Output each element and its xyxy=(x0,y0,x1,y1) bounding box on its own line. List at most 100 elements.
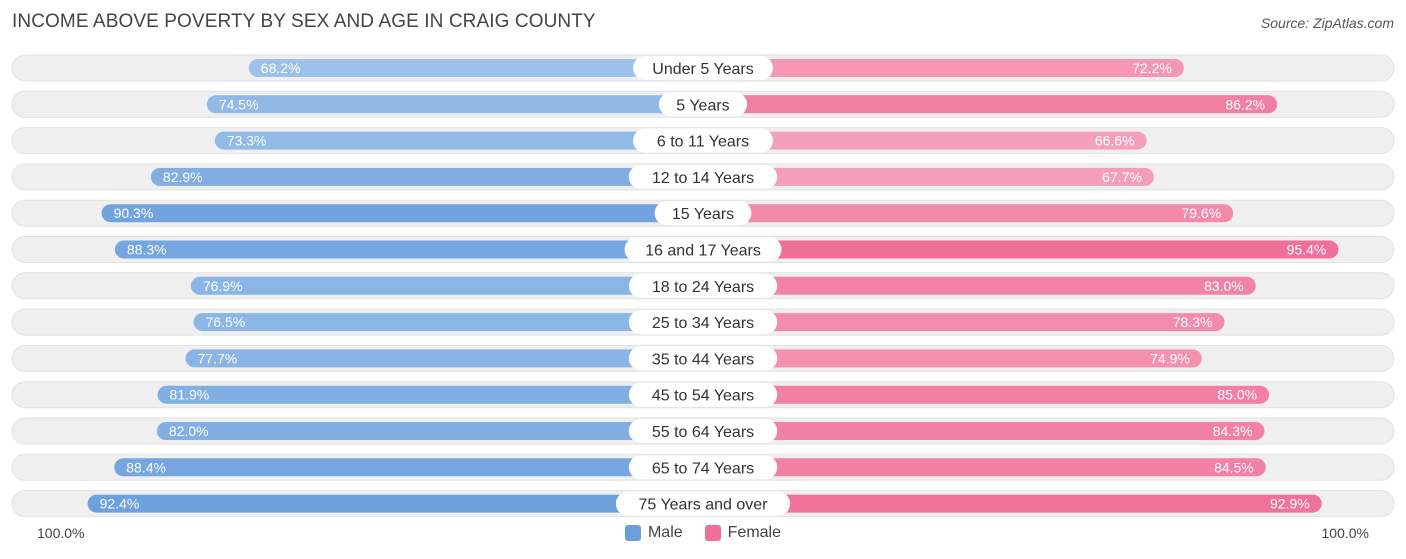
male-bar xyxy=(87,494,704,513)
legend: Male Female xyxy=(0,524,1406,542)
male-swatch xyxy=(624,525,641,541)
male-bar xyxy=(101,204,704,223)
female-value-label: 92.9% xyxy=(1270,496,1310,512)
category-label: 75 Years and over xyxy=(639,497,769,514)
bar-row: 76.9% 83.0% 18 to 24 Years xyxy=(11,272,1395,300)
female-value-label: 84.3% xyxy=(1213,423,1253,439)
male-value-label: 81.9% xyxy=(170,387,210,403)
category-pill xyxy=(624,237,782,262)
male-value-label: 74.5% xyxy=(219,96,259,112)
female-bar xyxy=(703,385,1270,404)
category-pill xyxy=(633,56,773,80)
female-bar xyxy=(703,95,1278,114)
legend-female-label: Female xyxy=(727,524,782,541)
category-label: 18 to 24 Years xyxy=(652,279,754,296)
legend-male: Male xyxy=(624,524,683,542)
male-bar xyxy=(193,313,703,332)
male-bar xyxy=(206,95,703,114)
category-pill xyxy=(628,382,778,407)
female-bar xyxy=(703,313,1225,332)
female-value-label: 86.2% xyxy=(1225,96,1265,112)
male-value-label: 88.4% xyxy=(126,459,166,475)
category-pill xyxy=(658,92,748,117)
male-value-label: 73.3% xyxy=(227,133,267,149)
axis-right-label: 100.0% xyxy=(1321,525,1369,541)
female-swatch xyxy=(704,525,721,541)
female-value-label: 66.6% xyxy=(1095,133,1135,149)
female-bar xyxy=(703,494,1322,513)
category-label: 45 to 54 Years xyxy=(652,388,754,405)
category-label: 25 to 34 Years xyxy=(652,315,754,332)
female-bar xyxy=(703,59,1184,77)
category-pill xyxy=(628,310,778,335)
category-label: 35 to 44 Years xyxy=(652,351,754,368)
category-label: 5 Years xyxy=(676,97,729,114)
legend-male-label: Male xyxy=(647,524,683,541)
male-value-label: 82.0% xyxy=(169,423,209,439)
female-bar xyxy=(703,131,1147,150)
female-value-label: 95.4% xyxy=(1287,242,1327,258)
bar-row: 88.4% 84.5% 65 to 74 Years xyxy=(11,453,1395,481)
bar-row: 90.3% 79.6% 15 Years xyxy=(11,199,1395,227)
bar-row: 92.4% 92.9% 75 Years and over xyxy=(11,490,1395,518)
chart-title: INCOME ABOVE POVERTY BY SEX AND AGE IN C… xyxy=(12,11,596,32)
bar-row: 68.2% 72.2% Under 5 Years xyxy=(11,54,1395,82)
male-bar xyxy=(156,422,703,440)
female-value-label: 67.7% xyxy=(1102,169,1142,185)
male-value-label: 76.5% xyxy=(206,314,246,330)
legend-female: Female xyxy=(704,524,782,542)
category-label: 55 to 64 Years xyxy=(652,424,754,441)
category-pill xyxy=(615,491,791,516)
female-bar xyxy=(703,276,1256,295)
female-bar xyxy=(703,204,1234,223)
female-value-label: 72.2% xyxy=(1132,60,1172,76)
source-note: Source: ZipAtlas.com xyxy=(1260,15,1394,31)
male-value-label: 77.7% xyxy=(198,350,238,366)
male-bar xyxy=(185,349,703,368)
male-value-label: 92.4% xyxy=(100,496,140,512)
bar-row: 82.9% 67.7% 12 to 14 Years xyxy=(11,163,1395,191)
bar-row: 73.3% 66.6% 6 to 11 Years xyxy=(11,127,1395,155)
male-value-label: 90.3% xyxy=(114,205,154,221)
female-bar xyxy=(703,458,1266,477)
male-value-label: 82.9% xyxy=(163,169,203,185)
category-pill xyxy=(628,346,778,371)
male-bar xyxy=(214,131,703,150)
female-value-label: 78.3% xyxy=(1173,314,1213,330)
category-label: 12 to 14 Years xyxy=(652,170,754,187)
axis-left-label: 100.0% xyxy=(37,525,85,541)
male-bar xyxy=(150,167,704,186)
female-bar xyxy=(703,167,1154,186)
female-bar xyxy=(703,422,1265,440)
category-pill xyxy=(654,201,752,226)
category-pill xyxy=(628,164,778,189)
male-value-label: 76.9% xyxy=(203,278,243,294)
female-value-label: 85.0% xyxy=(1217,387,1257,403)
female-value-label: 84.5% xyxy=(1214,459,1254,475)
male-bar xyxy=(114,240,703,259)
category-label: Under 5 Years xyxy=(652,61,753,78)
category-label: 65 to 74 Years xyxy=(652,460,754,477)
chart-area: 68.2% 72.2% Under 5 Years 74.5% 86.2% 5 Years… xyxy=(11,54,1395,518)
bar-row: 81.9% 85.0% 45 to 54 Years xyxy=(11,381,1395,409)
bar-row: 82.0% 84.3% 55 to 64 Years xyxy=(11,417,1395,445)
female-bar xyxy=(703,349,1202,368)
bar-row: 76.5% 78.3% 25 to 34 Years xyxy=(11,308,1395,336)
category-label: 6 to 11 Years xyxy=(657,134,749,151)
bar-row: 88.3% 95.4% 16 and 17 Years xyxy=(11,236,1395,263)
category-label: 15 Years xyxy=(672,206,734,223)
female-bar xyxy=(703,240,1339,259)
male-value-label: 88.3% xyxy=(127,242,167,258)
female-value-label: 83.0% xyxy=(1204,278,1244,294)
male-bar xyxy=(114,458,704,477)
male-bar xyxy=(157,385,703,404)
category-pill xyxy=(633,128,773,153)
category-pill xyxy=(628,455,778,480)
bar-row: 74.5% 86.2% 5 Years xyxy=(11,90,1395,118)
male-bar xyxy=(248,59,703,77)
category-label: 16 and 17 Years xyxy=(645,243,761,260)
male-bar xyxy=(190,276,703,295)
male-value-label: 68.2% xyxy=(261,60,301,76)
category-pill xyxy=(628,419,778,443)
female-value-label: 74.9% xyxy=(1150,350,1190,366)
